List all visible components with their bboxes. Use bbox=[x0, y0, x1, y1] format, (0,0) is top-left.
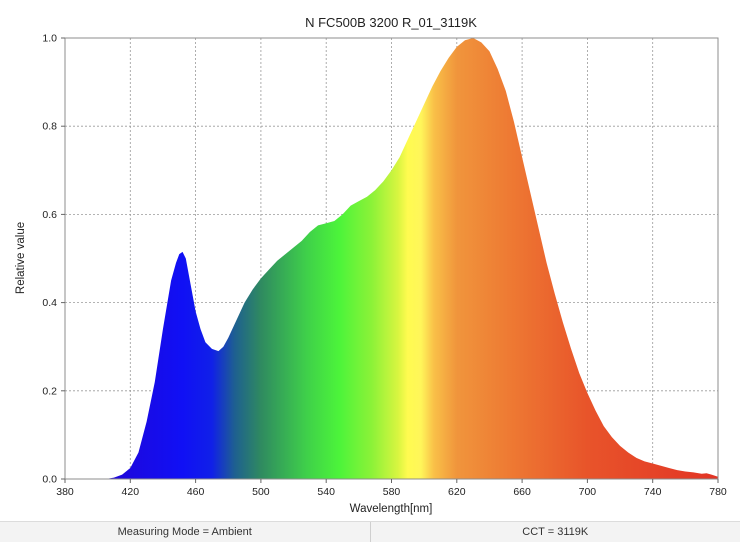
y-tick-label: 0.8 bbox=[42, 121, 57, 133]
y-axis-ticks: 0.0 0.2 0.4 0.6 0.8 1.0 bbox=[42, 33, 65, 486]
x-tick-label: 500 bbox=[252, 486, 270, 498]
status-bar: Measuring Mode = Ambient CCT = 3119K bbox=[0, 521, 740, 542]
y-tick-label: 0.2 bbox=[42, 385, 57, 397]
x-axis-label: Wavelength[nm] bbox=[350, 503, 433, 515]
x-tick-label: 540 bbox=[317, 486, 335, 498]
y-axis-label: Relative value bbox=[15, 222, 27, 294]
x-axis-ticks: 380 420 460 500 540 580 620 660 700 740 780 bbox=[56, 479, 727, 498]
chart-title: N FC500B 3200 R_01_3119K bbox=[305, 15, 477, 30]
x-tick-label: 740 bbox=[644, 486, 662, 498]
x-tick-label: 660 bbox=[513, 486, 531, 498]
x-tick-label: 580 bbox=[383, 486, 401, 498]
spectrum-chart: 380 420 460 500 540 580 620 660 700 740 780 0.0 0.2… bbox=[0, 0, 740, 521]
x-tick-label: 620 bbox=[448, 486, 466, 498]
cct-status: CCT = 3119K bbox=[370, 522, 740, 542]
measuring-mode-status: Measuring Mode = Ambient bbox=[0, 522, 370, 542]
x-tick-label: 460 bbox=[187, 486, 205, 498]
y-tick-label: 0.4 bbox=[42, 297, 57, 309]
y-tick-label: 0.0 bbox=[42, 474, 57, 486]
x-tick-label: 780 bbox=[709, 486, 727, 498]
x-tick-label: 380 bbox=[56, 486, 74, 498]
y-tick-label: 1.0 bbox=[42, 33, 57, 45]
y-tick-label: 0.6 bbox=[42, 209, 57, 221]
x-tick-label: 700 bbox=[579, 486, 597, 498]
x-tick-label: 420 bbox=[122, 486, 140, 498]
